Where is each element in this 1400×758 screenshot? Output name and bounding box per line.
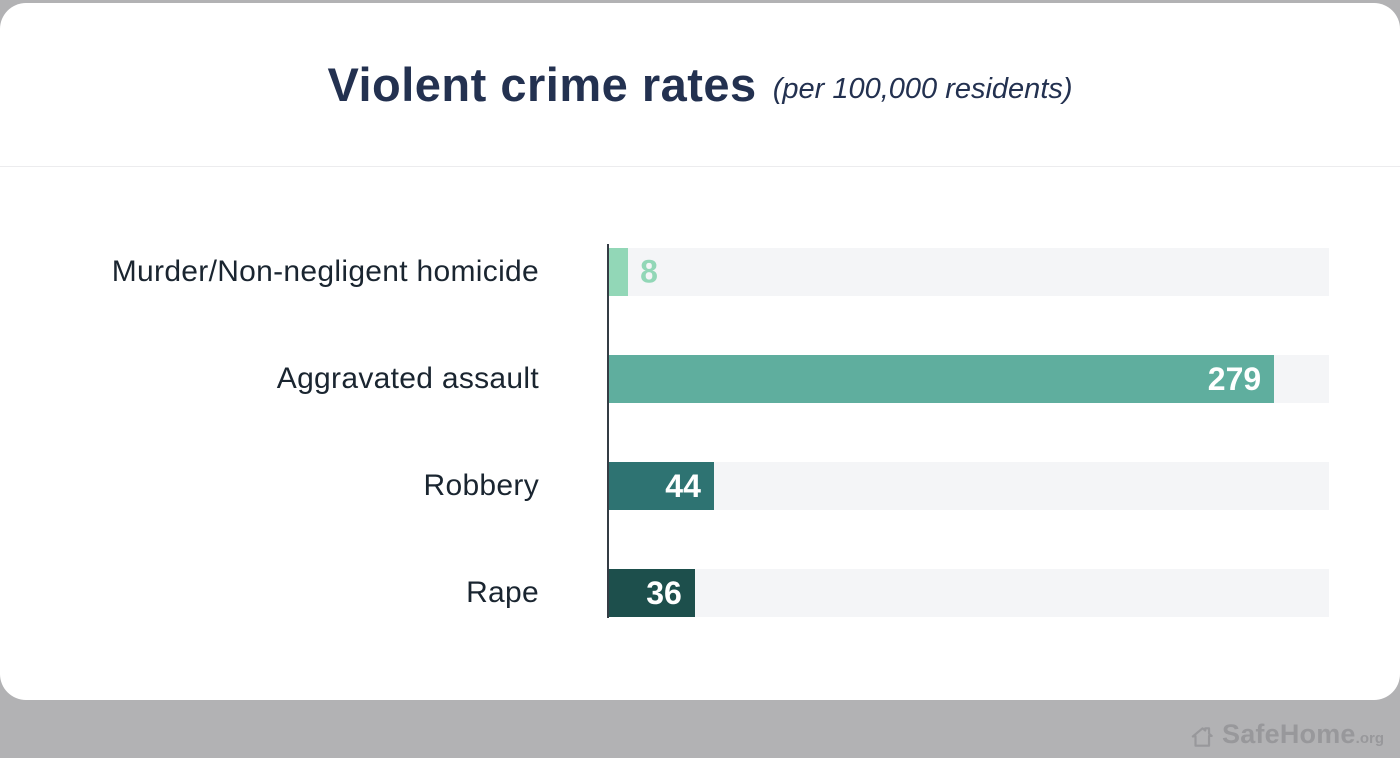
bar-value-label: 44 <box>665 467 701 504</box>
bar-row: Robbery 44 <box>0 462 1400 510</box>
bar-fill: 279 <box>609 355 1275 403</box>
bar-track: 44 <box>609 462 1329 510</box>
bar-row: Murder/Non-negligent homicide 8 <box>0 248 1400 296</box>
bar-fill <box>609 248 629 296</box>
bar-value-label: 36 <box>646 574 682 611</box>
brand-suffix: .org <box>1355 730 1384 747</box>
bar-value-label: 279 <box>1207 360 1262 397</box>
bar-track: 36 <box>609 569 1329 617</box>
chart-header: Violent crime rates (per 100,000 residen… <box>0 3 1400 167</box>
bar-category-label: Aggravated assault <box>276 362 539 395</box>
bar-chart: Murder/Non-negligent homicide 8 Aggravat… <box>0 244 1400 618</box>
bar-row: Aggravated assault 279 <box>0 355 1400 403</box>
bar-track: 8 <box>609 248 1329 296</box>
bar-category-label: Robbery <box>423 469 539 502</box>
bar-fill: 44 <box>609 462 714 510</box>
bar-category-label: Rape <box>466 576 539 609</box>
chart-card: Violent crime rates (per 100,000 residen… <box>0 3 1400 700</box>
bar-row: Rape 36 <box>0 569 1400 617</box>
house-icon <box>1191 726 1213 747</box>
bar-fill: 36 <box>609 569 695 617</box>
brand-logo: SafeHome .org <box>1189 719 1384 750</box>
bar-rows: Murder/Non-negligent homicide 8 Aggravat… <box>0 248 1400 617</box>
bar-value-label: 8 <box>640 253 658 290</box>
chart-subtitle: (per 100,000 residents) <box>772 73 1073 105</box>
chart-title: Violent crime rates <box>327 58 757 111</box>
bar-track: 279 <box>609 355 1329 403</box>
bar-category-label: Murder/Non-negligent homicide <box>111 255 539 288</box>
y-axis-line <box>607 244 609 618</box>
footer-band: SafeHome .org <box>0 700 1400 758</box>
brand-name: SafeHome <box>1222 719 1356 749</box>
